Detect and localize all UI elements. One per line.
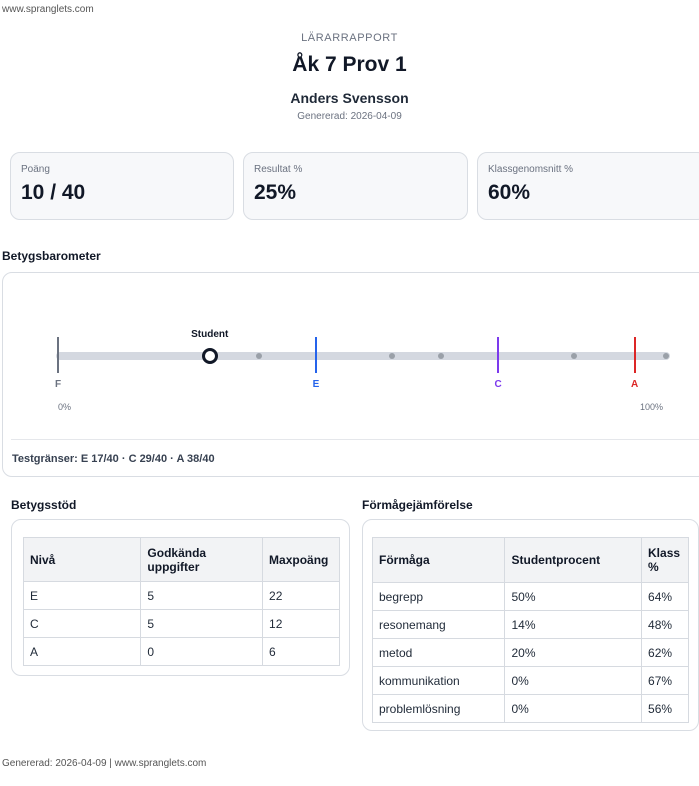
table-cell: 12	[262, 609, 340, 638]
barometer-tick-dot	[256, 353, 262, 359]
table-cell: 0	[140, 637, 264, 666]
table-cell: 20%	[504, 638, 643, 667]
grade-letter-c: C	[494, 379, 502, 390]
table-cell: 5	[140, 581, 264, 610]
table-cell: 50%	[504, 582, 643, 611]
grade-marker-c	[497, 337, 500, 373]
barometer-min-label: 0%	[58, 402, 72, 412]
table-row: kommunikation 0% 67%	[371, 666, 689, 695]
formaga-card: Förmåga Studentprocent Klass % begrepp 5…	[362, 519, 699, 731]
stat-value: 10 / 40	[21, 181, 86, 204]
column-header: Maxpoäng	[262, 537, 340, 582]
formaga-title: Förmågejämförelse	[362, 498, 473, 512]
stat-label: Resultat %	[254, 164, 303, 175]
table-cell: A	[22, 637, 142, 666]
table-header-row: Nivå Godkända uppgifter Maxpoäng	[22, 537, 340, 582]
table-cell: metod	[371, 638, 506, 667]
grade-barometer: 0% 100% Testgränser: E 17/40 · C 29/40 ·…	[2, 272, 699, 477]
column-header: Studentprocent	[504, 537, 643, 583]
table-cell: 62%	[641, 638, 689, 667]
table-cell: begrepp	[371, 582, 506, 611]
table-cell: 0%	[504, 694, 643, 723]
grade-letter-e: E	[312, 379, 320, 390]
betygsstod-table: Nivå Godkända uppgifter Maxpoäng E 5 22 …	[22, 537, 340, 666]
column-header: Klass %	[641, 537, 689, 583]
stat-value: 25%	[254, 181, 297, 204]
stat-label: Klassgenomsnitt %	[488, 164, 574, 175]
table-cell: 56%	[641, 694, 689, 723]
barometer-tick-dot	[663, 353, 669, 359]
grade-letter-a: A	[631, 379, 639, 390]
table-cell: 64%	[641, 582, 689, 611]
stat-value: 60%	[488, 181, 531, 204]
table-row: metod 20% 62%	[371, 638, 689, 667]
table-cell: 48%	[641, 610, 689, 639]
barometer-track	[56, 352, 670, 360]
formaga-table: Förmåga Studentprocent Klass % begrepp 5…	[371, 537, 689, 723]
grade-letter-f: F	[54, 379, 62, 390]
table-cell: 67%	[641, 666, 689, 695]
table-row: A 0 6	[22, 637, 340, 666]
table-row: C 5 12	[22, 609, 340, 638]
table-header-row: Förmåga Studentprocent Klass %	[371, 537, 689, 583]
barometer-max-label: 100%	[640, 402, 664, 412]
barometer-tick-dot	[389, 353, 395, 359]
stat-card-points: Poäng 10 / 40	[10, 152, 234, 220]
table-row: E 5 22	[22, 581, 340, 610]
betygsstod-title: Betygsstöd	[11, 498, 77, 512]
barometer-tick-dot	[571, 353, 577, 359]
stat-label: Poäng	[21, 164, 50, 175]
table-row: begrepp 50% 64%	[371, 582, 689, 611]
table-row: problemlösning 0% 56%	[371, 694, 689, 723]
betygsstod-card: Nivå Godkända uppgifter Maxpoäng E 5 22 …	[11, 519, 350, 676]
generated-date: Genererad: 2026-04-09	[297, 111, 402, 122]
table-cell: 5	[140, 609, 264, 638]
report-eyebrow: LÄRARRAPPORT	[301, 32, 398, 44]
grade-marker-e	[314, 337, 317, 373]
table-cell: 6	[262, 637, 340, 666]
table-row: resonemang 14% 48%	[371, 610, 689, 639]
column-header: Nivå	[22, 537, 142, 582]
student-name: Anders Svensson	[290, 90, 409, 106]
column-header: Godkända uppgifter	[140, 537, 264, 582]
table-cell: 14%	[504, 610, 643, 639]
footer: Genererad: 2026-04-09 | www.spranglets.c…	[2, 758, 207, 769]
student-marker-label: Student	[191, 329, 229, 340]
table-cell: E	[22, 581, 142, 610]
table-cell: problemlösning	[371, 694, 506, 723]
grade-marker-a	[633, 337, 636, 373]
site-url: www.spranglets.com	[2, 4, 94, 15]
barometer-title: Betygsbarometer	[2, 249, 101, 263]
stat-card-result: Resultat % 25%	[243, 152, 468, 220]
column-header: Förmåga	[371, 537, 506, 583]
table-cell: 0%	[504, 666, 643, 695]
table-cell: C	[22, 609, 142, 638]
table-cell: kommunikation	[371, 666, 506, 695]
page-title: Åk 7 Prov 1	[292, 53, 407, 76]
barometer-tick-dot	[438, 353, 444, 359]
stat-card-class-average: Klassgenomsnitt % 60%	[477, 152, 699, 220]
test-limits: Testgränser: E 17/40 · C 29/40 · A 38/40	[12, 453, 215, 465]
barometer-divider	[11, 439, 699, 440]
table-cell: resonemang	[371, 610, 506, 639]
grade-marker-f	[57, 337, 59, 373]
student-marker	[201, 348, 218, 364]
table-cell: 22	[262, 581, 340, 610]
